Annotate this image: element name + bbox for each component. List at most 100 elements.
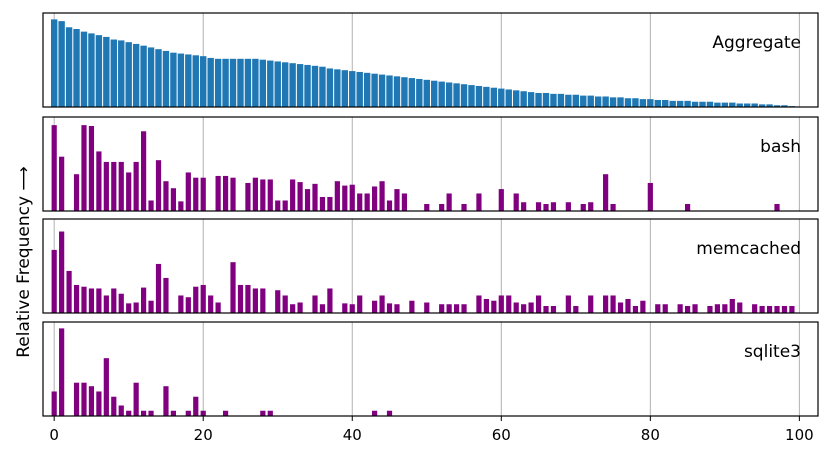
bar [461, 203, 467, 211]
bar [259, 59, 267, 107]
bar [557, 93, 565, 107]
x-tick-label: 60 [492, 426, 511, 444]
bar [349, 71, 356, 107]
bar [356, 71, 363, 107]
bar [647, 182, 653, 211]
bar [103, 161, 109, 211]
bar [327, 196, 333, 211]
panel-frame [42, 12, 819, 108]
bar [155, 160, 162, 211]
bar [296, 64, 304, 107]
bar [684, 305, 691, 313]
bar [140, 45, 147, 107]
bar [572, 94, 580, 107]
bar [260, 288, 266, 313]
panel-frame [42, 321, 819, 417]
bar [789, 305, 795, 313]
bar [163, 277, 169, 313]
bar [50, 19, 58, 108]
bar [155, 263, 162, 313]
bar [170, 52, 177, 107]
bar [215, 175, 221, 211]
bar [438, 81, 445, 107]
bar [662, 99, 669, 107]
bar [714, 304, 720, 313]
bar [111, 161, 117, 211]
bar [550, 93, 557, 107]
bar [639, 99, 647, 107]
bar [290, 179, 296, 211]
panel-frame [42, 218, 819, 314]
bar [51, 391, 57, 416]
bar [416, 78, 423, 107]
bar [364, 193, 370, 211]
bar [424, 302, 430, 313]
bar [230, 262, 236, 313]
bar [163, 181, 169, 211]
bar [88, 126, 95, 211]
bar [334, 69, 341, 107]
bar [185, 297, 191, 313]
bar [81, 125, 87, 211]
bar [476, 295, 482, 313]
bar [506, 295, 512, 313]
bar [588, 295, 594, 313]
bar [81, 286, 87, 313]
bar [378, 74, 386, 107]
bar [133, 302, 139, 313]
bar [214, 58, 222, 107]
bar [319, 66, 326, 107]
bar [722, 304, 728, 313]
bar [193, 286, 199, 313]
bar [483, 298, 489, 313]
bar [379, 181, 385, 211]
bar [222, 58, 229, 107]
bar [342, 303, 348, 313]
bar [252, 288, 258, 313]
bar [706, 101, 714, 107]
bar [252, 177, 258, 211]
bar [453, 83, 460, 107]
bar [267, 60, 274, 107]
bar [118, 40, 125, 107]
bar [640, 300, 646, 313]
bar [147, 47, 155, 107]
bar [393, 76, 401, 107]
x-tick-label: 40 [343, 426, 362, 444]
bar [245, 284, 251, 313]
bar [200, 177, 206, 211]
bar [721, 102, 729, 107]
bar [103, 36, 110, 107]
panel-label: bash [760, 137, 801, 157]
bar [133, 382, 139, 416]
bar [200, 284, 206, 313]
bar [610, 295, 616, 313]
bar [148, 300, 154, 313]
bar [781, 105, 788, 107]
bar [155, 49, 162, 107]
panel-sqlite3: sqlite3 [42, 321, 819, 417]
bar [714, 102, 721, 107]
bar [73, 382, 80, 416]
bar [386, 200, 393, 211]
bar [624, 98, 632, 107]
bar [192, 55, 199, 107]
bar [178, 295, 184, 313]
bar [222, 175, 229, 211]
bar [185, 172, 191, 211]
bar [386, 75, 393, 107]
bar [752, 304, 758, 313]
panel-aggregate: Aggregate [42, 12, 819, 108]
bar [281, 62, 289, 107]
x-tick-label: 80 [641, 426, 660, 444]
bar [662, 304, 668, 313]
bar [230, 177, 236, 211]
bar [96, 288, 102, 313]
panel-bash: bash [42, 116, 819, 212]
bar [96, 391, 102, 416]
bar [446, 193, 452, 211]
bar [461, 304, 467, 313]
bar [401, 77, 408, 107]
bar [759, 305, 765, 313]
bar [513, 193, 519, 211]
